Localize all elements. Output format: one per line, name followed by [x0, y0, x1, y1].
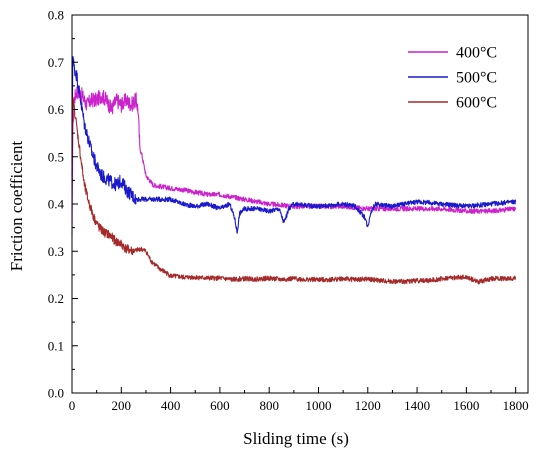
legend-label-1: 500°C: [456, 70, 497, 87]
x-tick-label-9: 1800: [503, 398, 529, 413]
y-tick-label-6: 0.6: [48, 102, 65, 117]
series-line-2: [71, 96, 517, 285]
x-tick-label-7: 1400: [404, 398, 430, 413]
plot-layer: [71, 56, 517, 285]
y-tick-label-1: 0.1: [48, 338, 64, 353]
y-tick-label-0: 0.0: [48, 386, 64, 401]
series-line-0: [71, 85, 517, 236]
legend-label-2: 600°C: [456, 95, 497, 112]
y-tick-label-3: 0.3: [48, 244, 64, 259]
x-tick-label-8: 1600: [453, 398, 479, 413]
x-tick-label-2: 400: [161, 398, 181, 413]
y-tick-label-7: 0.7: [48, 55, 65, 70]
x-tick-label-0: 0: [69, 398, 76, 413]
x-tick-label-3: 600: [210, 398, 230, 413]
legend-label-0: 400°C: [456, 45, 497, 62]
x-axis-title: Sliding time (s): [243, 429, 349, 448]
y-tick-label-2: 0.2: [48, 291, 64, 306]
x-tick-label-4: 800: [259, 398, 279, 413]
x-tick-label-1: 200: [112, 398, 132, 413]
legend: 400°C 500°C 600°C: [408, 45, 497, 112]
y-tick-label-5: 0.5: [48, 149, 64, 164]
axes-layer: 0 200 400 600 800 1000 1200 1400 1600 1800 0.0 0.1 0…: [48, 8, 529, 414]
y-tick-label-4: 0.4: [48, 197, 65, 212]
y-axis-title: Friction coefficient: [7, 141, 26, 272]
series-line-1: [71, 56, 517, 234]
y-tick-label-8: 0.8: [48, 8, 64, 23]
x-tick-label-6: 1200: [355, 398, 381, 413]
x-tick-label-5: 1000: [305, 398, 331, 413]
